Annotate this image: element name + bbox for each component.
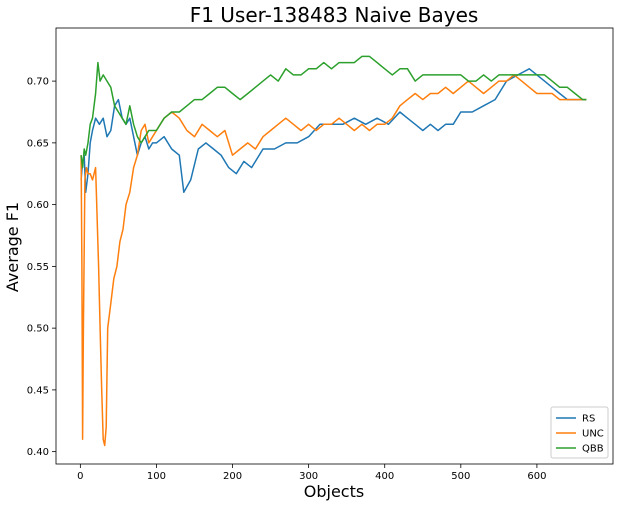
y-tick-label: 0.40 bbox=[27, 447, 49, 458]
y-tick-label: 0.60 bbox=[27, 200, 49, 211]
y-axis-ticks: 0.40 0.45 0.50 0.55 0.60 0.65 0.70 bbox=[27, 77, 56, 458]
series-line-qbb bbox=[80, 55, 587, 169]
legend-label-qbb: QBB bbox=[582, 444, 604, 455]
legend-label-rs: RS bbox=[582, 414, 595, 425]
y-axis-label: Average F1 bbox=[3, 202, 22, 292]
y-tick-label: 0.55 bbox=[27, 262, 49, 273]
legend: RS UNC QBB bbox=[550, 406, 609, 459]
series-line-unc bbox=[80, 74, 587, 447]
plot-area-frame bbox=[55, 27, 614, 465]
series-line-rs bbox=[80, 68, 587, 194]
y-tick-label: 0.50 bbox=[27, 324, 49, 335]
x-tick-label: 0 bbox=[77, 471, 83, 482]
x-axis-ticks: 0 100 200 300 400 500 600 bbox=[77, 464, 546, 482]
x-tick-label: 400 bbox=[375, 471, 394, 482]
y-tick-label: 0.70 bbox=[27, 77, 49, 88]
x-tick-label: 600 bbox=[527, 471, 546, 482]
x-axis-label: Objects bbox=[304, 482, 364, 501]
x-tick-label: 500 bbox=[451, 471, 470, 482]
y-tick-label: 0.65 bbox=[27, 138, 49, 149]
legend-box bbox=[550, 406, 609, 459]
chart-title: F1 User-138483 Naive Bayes bbox=[190, 3, 479, 27]
series-lines bbox=[80, 55, 587, 447]
x-tick-label: 100 bbox=[147, 471, 166, 482]
x-tick-label: 300 bbox=[299, 471, 318, 482]
x-tick-label: 200 bbox=[223, 471, 242, 482]
legend-label-unc: UNC bbox=[582, 429, 604, 440]
y-tick-label: 0.45 bbox=[27, 385, 49, 396]
